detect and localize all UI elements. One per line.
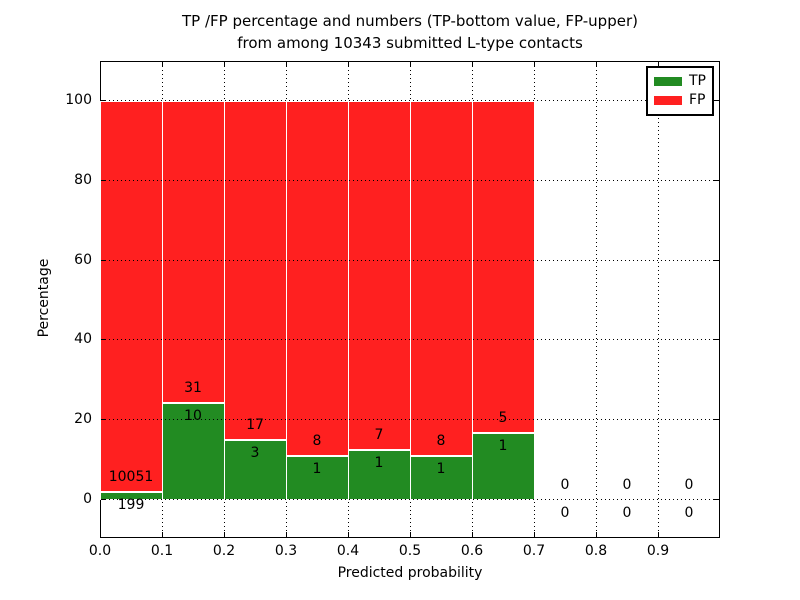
x-tick-mark bbox=[162, 532, 163, 537]
y-tick-mark bbox=[714, 180, 719, 181]
bar-segment-fp bbox=[472, 101, 535, 433]
fp-count-label: 0 bbox=[560, 477, 570, 493]
y-tick-label: 40 bbox=[74, 331, 92, 347]
bar-segment-fp bbox=[100, 101, 163, 492]
x-tick-label: 0.2 bbox=[212, 543, 236, 559]
plot-area bbox=[100, 61, 720, 538]
legend-row-tp: TP bbox=[654, 72, 706, 91]
y-tick-label: 20 bbox=[74, 411, 92, 427]
tp-count-label: 0 bbox=[560, 505, 570, 521]
x-tick-label: 0.9 bbox=[646, 543, 670, 559]
x-tick-label: 0.7 bbox=[522, 543, 546, 559]
tp-count-label: 199 bbox=[117, 497, 145, 513]
y-tick-mark bbox=[101, 419, 106, 420]
y-tick-mark bbox=[714, 499, 719, 500]
bar-segment-fp bbox=[348, 101, 411, 450]
horizontal-gridline bbox=[101, 419, 719, 420]
horizontal-gridline bbox=[101, 260, 719, 261]
x-tick-mark bbox=[286, 62, 287, 67]
x-tick-label: 0.6 bbox=[460, 543, 484, 559]
x-tick-mark bbox=[162, 62, 163, 67]
tp-count-label: 1 bbox=[498, 438, 508, 454]
x-tick-label: 0.5 bbox=[398, 543, 422, 559]
y-tick-mark bbox=[101, 100, 106, 101]
fp-count-label: 17 bbox=[246, 417, 264, 433]
x-tick-mark bbox=[472, 532, 473, 537]
bar-segment-tp bbox=[348, 450, 411, 500]
tp-count-label: 1 bbox=[374, 455, 384, 471]
horizontal-gridline bbox=[101, 339, 719, 340]
x-tick-mark bbox=[410, 62, 411, 67]
x-tick-mark bbox=[658, 532, 659, 537]
y-tick-mark bbox=[714, 339, 719, 340]
y-tick-label: 80 bbox=[74, 172, 92, 188]
x-tick-mark bbox=[224, 532, 225, 537]
legend-label-fp: FP bbox=[689, 92, 706, 108]
x-tick-mark bbox=[224, 62, 225, 67]
tp-count-label: 0 bbox=[622, 505, 632, 521]
horizontal-gridline bbox=[101, 499, 719, 500]
fp-count-label: 0 bbox=[622, 477, 632, 493]
vertical-gridline bbox=[658, 62, 659, 537]
bar-segment-fp bbox=[410, 101, 473, 456]
chart-title-line2: from among 10343 submitted L-type contac… bbox=[237, 34, 583, 52]
tp-count-label: 10 bbox=[184, 408, 202, 424]
y-tick-label: 100 bbox=[65, 92, 92, 108]
y-tick-mark bbox=[101, 180, 106, 181]
tp-count-label: 1 bbox=[436, 461, 446, 477]
bar-segment-fp bbox=[286, 101, 349, 456]
bar-segment-fp bbox=[224, 101, 287, 440]
x-tick-mark bbox=[658, 62, 659, 67]
x-tick-mark bbox=[596, 62, 597, 67]
x-tick-mark bbox=[348, 532, 349, 537]
x-tick-label: 0.0 bbox=[88, 543, 112, 559]
x-tick-label: 0.4 bbox=[336, 543, 360, 559]
tp-count-label: 0 bbox=[684, 505, 694, 521]
x-tick-label: 0.1 bbox=[150, 543, 174, 559]
x-tick-mark bbox=[534, 62, 535, 67]
fp-count-label: 0 bbox=[684, 477, 694, 493]
x-tick-mark bbox=[100, 532, 101, 537]
y-tick-mark bbox=[714, 260, 719, 261]
bar-segment-tp bbox=[224, 440, 287, 500]
y-tick-mark bbox=[714, 100, 719, 101]
fp-count-label: 5 bbox=[498, 410, 508, 426]
horizontal-gridline bbox=[101, 180, 719, 181]
chart-title-line1: TP /FP percentage and numbers (TP-bottom… bbox=[182, 12, 638, 30]
vertical-gridline bbox=[596, 62, 597, 537]
x-tick-mark bbox=[100, 62, 101, 67]
tp-count-label: 1 bbox=[312, 461, 322, 477]
x-axis-label: Predicted probability bbox=[337, 565, 483, 581]
y-tick-mark bbox=[101, 339, 106, 340]
legend: TP FP bbox=[646, 66, 714, 116]
x-tick-mark bbox=[286, 532, 287, 537]
y-tick-mark bbox=[714, 419, 719, 420]
x-tick-mark bbox=[534, 532, 535, 537]
legend-label-tp: TP bbox=[689, 73, 706, 89]
x-tick-mark bbox=[596, 532, 597, 537]
x-tick-label: 0.3 bbox=[274, 543, 298, 559]
x-tick-mark bbox=[410, 532, 411, 537]
tp-swatch-icon bbox=[654, 77, 682, 86]
y-tick-label: 0 bbox=[83, 491, 92, 507]
fp-count-label: 8 bbox=[436, 433, 446, 449]
x-tick-mark bbox=[472, 62, 473, 67]
x-tick-mark bbox=[348, 62, 349, 67]
fp-count-label: 8 bbox=[312, 433, 322, 449]
fp-count-label: 10051 bbox=[108, 469, 154, 485]
fp-count-label: 31 bbox=[184, 380, 202, 396]
legend-row-fp: FP bbox=[654, 91, 706, 110]
chart-title: TP /FP percentage and numbers (TP-bottom… bbox=[100, 10, 720, 54]
fp-swatch-icon bbox=[654, 96, 682, 105]
x-tick-label: 0.8 bbox=[584, 543, 608, 559]
bar-segment-fp bbox=[162, 101, 225, 403]
y-tick-mark bbox=[101, 499, 106, 500]
fp-count-label: 7 bbox=[374, 427, 384, 443]
horizontal-gridline bbox=[101, 100, 719, 101]
y-tick-mark bbox=[101, 260, 106, 261]
y-tick-label: 60 bbox=[74, 252, 92, 268]
tp-count-label: 3 bbox=[250, 445, 260, 461]
